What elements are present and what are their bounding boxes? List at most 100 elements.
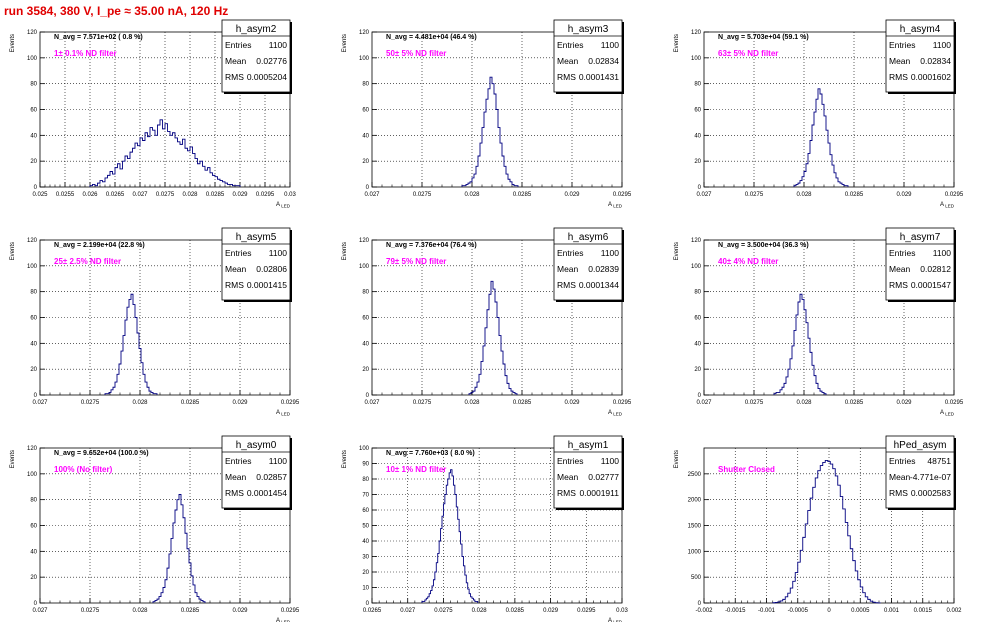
stats-key: RMS bbox=[225, 72, 244, 82]
y-tick-label: 20 bbox=[30, 367, 37, 373]
stats-title: h_asym6 bbox=[568, 232, 609, 243]
x-tick-label: 0.027 bbox=[32, 400, 48, 406]
x-tick-label: 0.029 bbox=[232, 400, 248, 406]
stats-value: 48751 bbox=[927, 456, 951, 466]
y-tick-label: 70 bbox=[362, 493, 369, 499]
x-tick-label: 0.0285 bbox=[845, 400, 864, 406]
filter-label: 63± 5% ND filter bbox=[718, 49, 778, 58]
y-tick-label: 120 bbox=[691, 30, 702, 36]
x-tick-label: 0.0275 bbox=[434, 608, 453, 614]
y-tick-label: 60 bbox=[362, 508, 369, 514]
y-tick-label: 40 bbox=[362, 539, 369, 545]
x-tick-label: 0.0275 bbox=[81, 608, 100, 614]
x-tick-label: 0.027 bbox=[696, 400, 712, 406]
histogram-bars bbox=[461, 76, 519, 187]
stats-value: 0.0001454 bbox=[247, 488, 287, 498]
x-axis-label: A LED bbox=[608, 618, 623, 622]
x-tick-label: 0.001 bbox=[884, 608, 900, 614]
y-tick-label: 90 bbox=[362, 462, 369, 468]
x-tick-label: 0.03 bbox=[284, 192, 296, 198]
x-tick-label: -0.0005 bbox=[788, 608, 809, 614]
x-tick-label: 0.0275 bbox=[81, 400, 100, 406]
x-tick-label: 0.0285 bbox=[206, 192, 225, 198]
stats-key: Entries bbox=[557, 40, 583, 50]
histogram-panel-h_asym6: 0.027 0.0275 0.028 0.0285 0.029 0.0295 0 20 40 60… bbox=[342, 227, 632, 417]
x-tick-label: 0.0295 bbox=[613, 192, 632, 198]
x-tick-label: 0.0265 bbox=[363, 608, 382, 614]
y-tick-label: 120 bbox=[27, 30, 38, 36]
x-tick-label: 0.029 bbox=[896, 400, 912, 406]
x-tick-label: 0.0265 bbox=[106, 192, 125, 198]
y-tick-label: 20 bbox=[694, 159, 701, 165]
stats-value: 0.02834 bbox=[588, 56, 619, 66]
stats-key: Mean bbox=[225, 56, 247, 66]
x-tick-label: 0.027 bbox=[132, 192, 148, 198]
stats-title: h_asym5 bbox=[236, 232, 277, 243]
y-tick-label: 80 bbox=[30, 498, 37, 504]
histogram-panel-h_asym5: 0.027 0.0275 0.028 0.0285 0.029 0.0295 0 20 40 60… bbox=[10, 227, 300, 417]
y-axis-label: Events bbox=[342, 242, 348, 260]
stats-value: 0.0001431 bbox=[579, 72, 619, 82]
y-tick-label: 60 bbox=[362, 316, 369, 322]
x-axis-label: A LED bbox=[608, 202, 623, 209]
stats-key: Mean bbox=[557, 264, 579, 274]
y-tick-label: 20 bbox=[362, 570, 369, 576]
x-tick-label: 0.03 bbox=[616, 608, 628, 614]
y-tick-label: 40 bbox=[30, 133, 37, 139]
stats-value: 0.02834 bbox=[920, 56, 951, 66]
y-tick-label: 40 bbox=[694, 133, 701, 139]
navg-label: N_avg = 4.481e+04 (46.4 %) bbox=[386, 34, 477, 41]
x-tick-label: 0.0285 bbox=[845, 192, 864, 198]
navg-label: N_avg = 2.199e+04 (22.8 %) bbox=[54, 242, 145, 249]
stats-key: Mean bbox=[889, 264, 911, 274]
stats-box-frame bbox=[885, 227, 955, 301]
y-tick-label: 30 bbox=[362, 555, 369, 561]
y-tick-label: 40 bbox=[30, 341, 37, 347]
stats-box-frame bbox=[553, 435, 623, 509]
stats-key: Entries bbox=[557, 248, 583, 258]
stats-value: 0.02839 bbox=[588, 264, 619, 274]
y-tick-label: 60 bbox=[30, 108, 37, 114]
x-tick-label: 0.0005 bbox=[851, 608, 870, 614]
stats-value: 0.0001344 bbox=[579, 280, 619, 290]
y-tick-label: 80 bbox=[30, 82, 37, 88]
x-tick-label: -0.0015 bbox=[725, 608, 746, 614]
stats-value: 1100 bbox=[933, 40, 952, 50]
stats-title: h_asym2 bbox=[236, 24, 277, 35]
stats-value: 0.0001415 bbox=[247, 280, 287, 290]
stats-title: hPed_asym bbox=[894, 440, 947, 451]
x-axis-label: A LED bbox=[940, 202, 955, 209]
x-tick-label: 0.0275 bbox=[413, 192, 432, 198]
y-tick-label: 80 bbox=[30, 290, 37, 296]
stats-value: 0.02777 bbox=[588, 472, 619, 482]
histogram-bars bbox=[772, 459, 881, 604]
y-axis-label: Events bbox=[674, 450, 680, 468]
x-tick-label: 0.028 bbox=[464, 400, 480, 406]
x-axis-label: A LED bbox=[608, 410, 623, 417]
y-axis-label: Events bbox=[342, 450, 348, 468]
stats-value: 0.02776 bbox=[256, 56, 287, 66]
x-axis-label: A LED bbox=[276, 618, 291, 622]
filter-label: 40± 4% ND filter bbox=[718, 257, 778, 266]
histogram-panel-h_asym4: 0.027 0.0275 0.028 0.0285 0.029 0.0295 0 20 40 60… bbox=[674, 19, 964, 209]
x-tick-label: 0.002 bbox=[946, 608, 962, 614]
x-tick-label: 0.0275 bbox=[156, 192, 175, 198]
stats-title: h_asym3 bbox=[568, 24, 609, 35]
x-tick-label: 0.0295 bbox=[945, 400, 964, 406]
y-tick-label: 60 bbox=[694, 316, 701, 322]
y-tick-label: 0 bbox=[698, 601, 702, 607]
stats-title: h_asym0 bbox=[236, 440, 277, 451]
stats-key: RMS bbox=[225, 280, 244, 290]
stats-value: 0.0001547 bbox=[911, 280, 951, 290]
stats-value: 1100 bbox=[269, 456, 288, 466]
y-tick-label: 500 bbox=[691, 575, 702, 581]
y-axis-label: Events bbox=[342, 34, 348, 52]
x-tick-label: 0.029 bbox=[564, 192, 580, 198]
stats-key: Entries bbox=[889, 456, 915, 466]
stats-box-frame bbox=[221, 19, 291, 93]
x-tick-label: 0.0275 bbox=[745, 400, 764, 406]
x-tick-label: 0.027 bbox=[696, 192, 712, 198]
stats-value: 1100 bbox=[601, 40, 620, 50]
